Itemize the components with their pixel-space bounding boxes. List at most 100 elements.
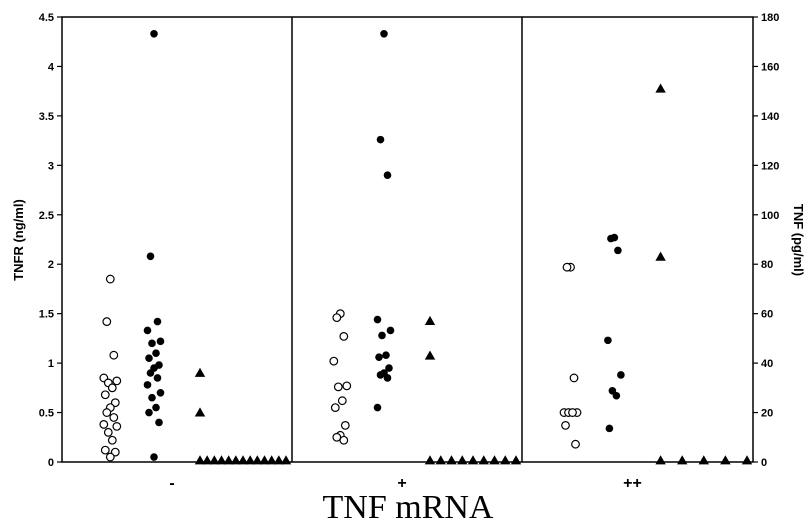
- right-tick-label: 20: [761, 408, 773, 420]
- undetectable-triangle-point: [435, 455, 446, 465]
- undetectable-triangle-point: [223, 455, 234, 465]
- filled-circle-point: [382, 351, 390, 360]
- filled-circle-point: [156, 388, 165, 397]
- left-tick-label: 2: [48, 259, 54, 271]
- open-circle-point: [99, 420, 109, 429]
- open-circle-point: [571, 439, 580, 449]
- open-circle-point: [100, 445, 110, 455]
- right-tick-label: 80: [761, 259, 773, 271]
- open-circle-point: [107, 435, 117, 445]
- triangle-point: [194, 407, 206, 417]
- undetectable-triangle-point: [266, 455, 277, 465]
- plot-border: [61, 16, 754, 463]
- filled-circle-point: [152, 349, 160, 358]
- open-circle-point: [100, 390, 110, 400]
- group-labels: - + ++: [169, 475, 642, 492]
- open-circle-point: [333, 382, 343, 392]
- open-circle-point: [561, 421, 570, 430]
- open-circle-point: [330, 403, 340, 413]
- undetectable-triangle-point: [446, 455, 457, 465]
- undetectable-triangle-point: [237, 455, 249, 465]
- open-circle-point: [340, 421, 350, 430]
- undetectable-triangle-point: [216, 455, 227, 465]
- filled-circle-point: [145, 354, 153, 362]
- open-circle-point: [339, 332, 349, 341]
- undetectable-triangle-point: [677, 455, 688, 465]
- left-tick-label: 3: [48, 160, 54, 172]
- group-label-2: +: [397, 475, 406, 492]
- open-circle-point: [107, 383, 117, 393]
- triangle-point: [194, 367, 206, 377]
- open-circle-point: [568, 408, 577, 417]
- undetectable-triangle-point: [457, 455, 468, 465]
- filled-circle-point: [148, 339, 156, 348]
- triangle-point: [655, 251, 666, 261]
- filled-circle-point: [155, 418, 163, 427]
- open-circle-point: [105, 274, 115, 284]
- filled-circle-point: [146, 252, 155, 261]
- undetectable-triangle-point: [424, 455, 436, 465]
- undetectable-triangle-point: [655, 455, 666, 465]
- triangle-point: [655, 83, 666, 93]
- filled-circle-point: [612, 391, 621, 400]
- triangle-point: [424, 350, 436, 360]
- undetectable-triangle-point: [273, 455, 285, 465]
- undetectable-triangle-point: [698, 455, 709, 465]
- right-axis: 0 20 40 60 80 100 120 140 160 180: [753, 12, 779, 469]
- left-tick-label: 3.5: [39, 111, 54, 123]
- group-label-3: ++: [623, 475, 642, 492]
- plot-frame: [61, 16, 754, 463]
- filled-circle-point: [143, 381, 152, 389]
- left-axis: 0 0.5 1 1.5 2 2.5 3 3.5 4 4.5: [39, 12, 62, 469]
- filled-circle-point: [617, 371, 625, 379]
- open-circle-point: [102, 408, 112, 417]
- left-tick-label: 0.5: [39, 408, 54, 420]
- left-tick-label: 0: [48, 457, 54, 469]
- open-circle-point: [329, 356, 339, 366]
- filled-circle-point: [143, 326, 152, 335]
- right-tick-label: 60: [761, 309, 773, 321]
- left-tick-label: 1.5: [39, 309, 54, 321]
- undetectable-triangle-point: [209, 455, 220, 465]
- open-circle-point: [109, 413, 119, 422]
- open-circle-point: [102, 317, 112, 326]
- filled-circle-point: [383, 374, 392, 382]
- open-circle-point: [569, 373, 579, 383]
- undetectable-triangle-point: [500, 455, 511, 465]
- filled-circle-point: [604, 336, 612, 345]
- undetectable-triangle-point: [244, 455, 256, 465]
- filled-circle-point: [605, 424, 614, 433]
- filled-circle-point: [150, 453, 158, 461]
- x-axis-title: TNF mRNA: [323, 489, 494, 526]
- right-tick-label: 180: [761, 12, 779, 24]
- filled-circle-point: [607, 234, 615, 243]
- open-circle-point: [105, 452, 115, 462]
- filled-circle-point: [376, 371, 385, 379]
- open-circle-point: [339, 435, 349, 445]
- undetectable-triangle-point: [467, 455, 479, 465]
- left-tick-label: 4.5: [39, 12, 54, 24]
- left-axis-title: TNFR (ng/ml): [11, 199, 26, 281]
- undetectable-triangle-point: [720, 455, 731, 465]
- right-axis-title: TNF (pg/ml): [791, 204, 806, 276]
- filled-circle-point: [376, 135, 385, 144]
- undetectable-triangle-point: [252, 455, 263, 465]
- filled-circle-point: [380, 30, 388, 38]
- group-1-marks: [99, 30, 292, 465]
- right-tick-label: 120: [761, 160, 779, 172]
- filled-circle-point: [148, 393, 156, 402]
- left-tick-label: 2.5: [39, 210, 54, 222]
- undetectable-triangle-point: [230, 455, 242, 465]
- filled-circle-point: [153, 374, 162, 382]
- undetectable-triangle-point: [741, 455, 753, 465]
- filled-circle-point: [614, 246, 622, 255]
- filled-circle-point: [378, 331, 386, 340]
- triangle-point: [424, 315, 436, 325]
- open-circle-point: [332, 313, 342, 323]
- filled-circle-point: [150, 30, 158, 38]
- undetectable-triangle-point: [510, 455, 522, 465]
- group-3-marks: [559, 83, 753, 465]
- left-tick-label: 4: [48, 61, 55, 73]
- open-circle-point: [112, 422, 122, 431]
